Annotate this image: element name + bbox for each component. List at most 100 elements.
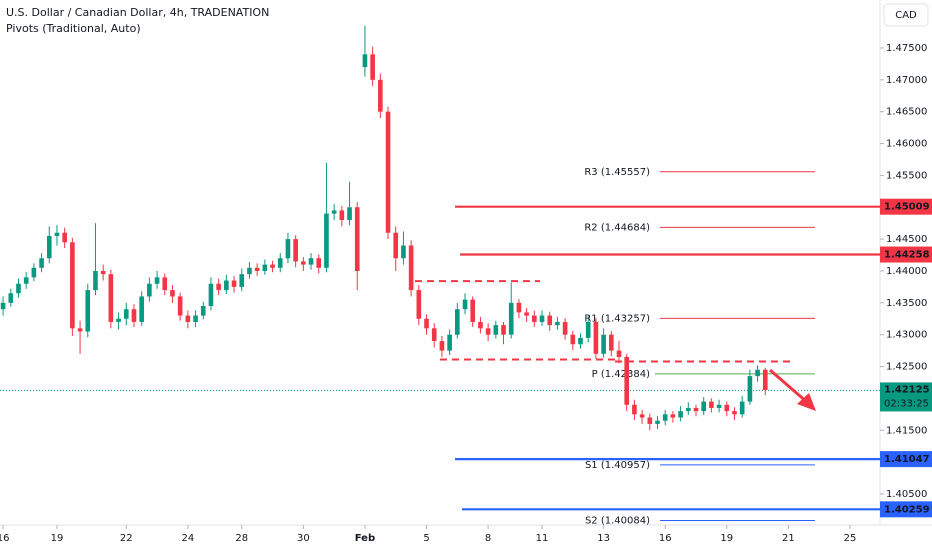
candle-body (177, 296, 183, 316)
candle-body (701, 401, 707, 412)
candle-body (46, 235, 52, 259)
candle-body (424, 318, 429, 329)
candle-body (739, 401, 745, 415)
candle-body (216, 283, 221, 291)
candle-body (493, 325, 499, 335)
currency-label[interactable]: CAD (895, 10, 917, 21)
candle-body (131, 309, 137, 322)
currency-box[interactable] (883, 3, 929, 27)
y-tick-label: 1.46000 (886, 139, 927, 150)
candle-body (162, 277, 168, 291)
candle-body (362, 54, 368, 68)
y-tick-label: 1.46500 (886, 107, 927, 118)
candle-body (532, 315, 537, 322)
candle-body (185, 315, 191, 322)
pivot-label: P (1.42384) (592, 369, 650, 380)
candle-body (585, 321, 591, 338)
pivot-label: R3 (1.45557) (584, 167, 650, 178)
pivot-label: R2 (1.44684) (584, 222, 650, 233)
candle-body (39, 258, 44, 268)
arrow-shaft (769, 368, 809, 405)
candle-body (716, 404, 722, 408)
candle-body (316, 258, 322, 268)
y-tick-label: 1.44500 (886, 234, 927, 245)
candle-body (116, 318, 121, 322)
candle-body (562, 321, 568, 335)
candle-body (0, 302, 6, 310)
x-tick-label: 16 (0, 533, 9, 544)
candle-body (270, 264, 275, 268)
candle-body (616, 350, 622, 357)
candle-body (77, 328, 83, 332)
candle-body (470, 299, 476, 322)
x-tick-label: 28 (235, 533, 248, 544)
candle-body (16, 283, 21, 294)
candle-body (262, 264, 268, 271)
candle-body (331, 210, 337, 214)
key-level-tag (880, 246, 932, 263)
candle-body (755, 369, 760, 377)
candle-body (539, 315, 545, 322)
candle-body (670, 414, 676, 418)
candle-body (508, 302, 514, 335)
key-level-label: 1.44258 (884, 250, 930, 261)
candle-body (100, 270, 106, 275)
candle-body (678, 411, 683, 418)
candle-body (293, 239, 298, 262)
candle-body (632, 404, 637, 415)
last-price-tag (880, 382, 932, 412)
candle-body (524, 312, 529, 316)
y-tick-label: 1.47500 (886, 43, 927, 54)
candle-body (378, 79, 383, 112)
x-tick-label: 30 (297, 533, 310, 544)
candle-body (247, 267, 252, 275)
x-tick-label: Feb (355, 533, 375, 544)
candle-body (570, 334, 576, 345)
candle-body (200, 306, 206, 316)
x-tick-label: 13 (597, 533, 610, 544)
x-tick-label: 8 (485, 533, 491, 544)
y-tick-label: 1.45500 (886, 170, 927, 181)
candle-body (170, 290, 175, 297)
x-tick-label: 21 (782, 533, 795, 544)
candle-body (224, 280, 229, 291)
candle-body (154, 277, 160, 284)
candle-body (85, 290, 91, 332)
candle-body (516, 302, 522, 313)
pivot-label: S1 (1.40957) (585, 460, 650, 471)
candle-body (578, 337, 583, 345)
candle-body (639, 414, 645, 418)
chart-title: U.S. Dollar / Canadian Dollar, 4h, TRADE… (6, 6, 269, 19)
x-tick-label: 16 (659, 533, 672, 544)
candle-body (439, 341, 445, 351)
candle-body (762, 369, 768, 391)
candle-body (601, 334, 606, 354)
pivot-label: S2 (1.40084) (585, 515, 650, 526)
candle-body (70, 242, 75, 329)
key-level-tag (880, 198, 932, 215)
candle-body (555, 321, 560, 326)
candle-body (401, 245, 406, 259)
candle-body (385, 111, 391, 233)
y-tick-label: 1.43000 (886, 330, 927, 341)
candle-body (347, 207, 352, 221)
x-tick-label: 24 (181, 533, 194, 544)
candle-body (108, 274, 114, 322)
x-tick-label: 19 (720, 533, 733, 544)
candle-body (647, 417, 653, 424)
key-level-tag (880, 501, 932, 518)
candle-body (685, 407, 691, 412)
candle-body (208, 283, 214, 307)
candle-body (501, 325, 506, 335)
candle-body (231, 280, 237, 287)
candle-body (655, 420, 660, 424)
countdown-label: 02:33:25 (884, 398, 929, 409)
candle-body (254, 267, 260, 271)
candle-body (93, 270, 98, 291)
candle-body (724, 404, 730, 412)
y-tick-label: 1.41500 (886, 425, 927, 436)
candle-body (285, 239, 291, 259)
x-tick-label: 22 (120, 533, 133, 544)
key-level-label: 1.45009 (884, 202, 930, 213)
